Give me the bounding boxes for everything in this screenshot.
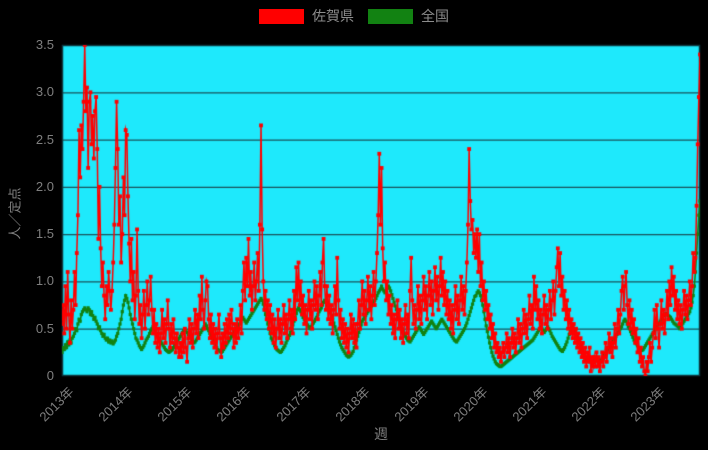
y-tick-label: 1.5 [35, 226, 54, 242]
y-tick-label: 0 [46, 368, 54, 383]
y-tick-label: 2.0 [35, 178, 54, 194]
y-tick-label: 3.0 [35, 84, 54, 100]
y-axis-title: 人／定点 [7, 187, 23, 240]
y-tick-label: 2.5 [35, 131, 54, 147]
y-tick-label: 3.5 [35, 37, 54, 52]
y-tick-label: 0.5 [35, 320, 54, 336]
y-tick-label: 1.0 [35, 273, 54, 289]
x-axis-title: 週 [374, 426, 388, 442]
